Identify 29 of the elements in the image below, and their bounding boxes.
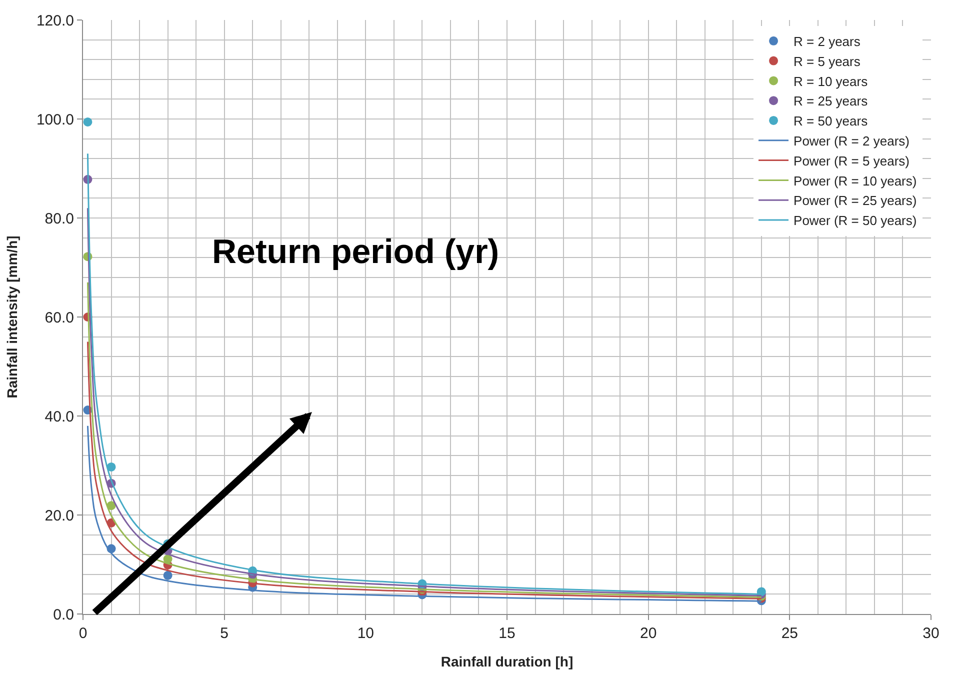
x-tick-label: 15 xyxy=(498,625,516,642)
legend-label: Power (R = 25 years) xyxy=(794,193,917,208)
y-tick-label: 80.0 xyxy=(44,210,74,228)
legend-label: Power (R = 2 years) xyxy=(794,133,910,148)
y-axis-title: Rainfall intensity [mm/h] xyxy=(4,236,20,398)
legend-label: Power (R = 10 years) xyxy=(794,173,917,188)
y-tick-label: 20.0 xyxy=(44,507,74,524)
y-tick-label: 100.0 xyxy=(36,111,74,128)
x-tick-label: 0 xyxy=(78,625,88,642)
legend-label: Power (R = 5 years) xyxy=(794,153,910,168)
legend-label: R = 2 years xyxy=(794,34,861,49)
annotation: Return period (yr) xyxy=(212,233,500,271)
x-axis-title: Rainfall duration [h] xyxy=(440,653,574,670)
x-tick-label: 30 xyxy=(922,625,940,642)
x-tick-label: 10 xyxy=(357,625,374,642)
y-tick-label: 40.0 xyxy=(44,408,74,426)
legend-label: R = 5 years xyxy=(794,54,861,69)
legend-label: R = 10 years xyxy=(794,74,868,89)
point xyxy=(163,570,172,580)
y-tick-label: 60.0 xyxy=(44,309,74,326)
y-tick-label: 0.0 xyxy=(53,606,74,624)
y-tick-label: 120.0 xyxy=(36,12,74,30)
legend-label: Power (R = 50 years) xyxy=(794,213,917,228)
point xyxy=(83,117,92,126)
x-tick-label: 20 xyxy=(640,625,657,642)
x-tick-label: 25 xyxy=(781,625,798,642)
x-tick-label: 5 xyxy=(220,625,228,642)
legend-label: R = 25 years xyxy=(794,94,868,109)
legend-label: R = 50 years xyxy=(794,114,868,129)
